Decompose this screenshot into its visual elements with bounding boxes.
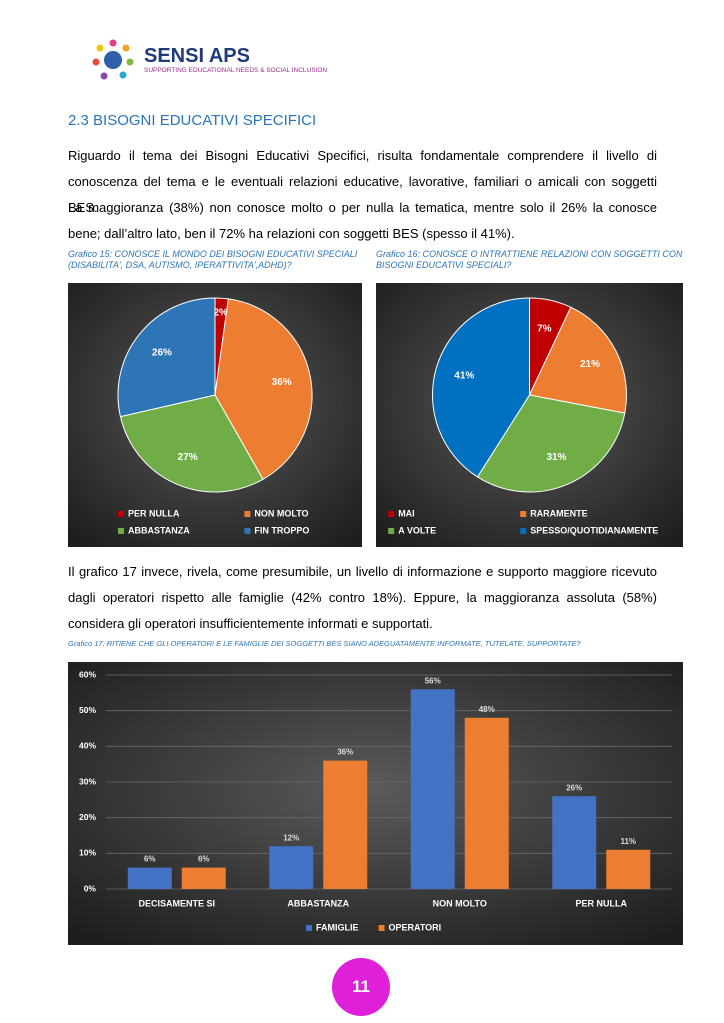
x-tick-label: ABBASTANZA [287,898,349,908]
legend-swatch [117,528,124,534]
legend-label: NON MOLTO [254,508,308,518]
bar [552,796,597,889]
chart-box: 0% 10% 20% 30% 40% 50% 60% DECISAMENTE SI 6% 6% AB… [68,662,683,945]
legend-swatch [520,528,527,534]
legend-label: FAMIGLIE [316,922,359,932]
y-tick-label: 20% [79,812,96,822]
bar [127,867,172,889]
legend-swatch [388,528,395,534]
data-label: 41% [454,371,474,382]
data-label: 48% [479,705,495,714]
data-label: 26% [566,783,582,792]
logo-dot [92,58,100,66]
y-tick-label: 30% [79,776,96,786]
chart-box: 2% 36% 27% 26% PER NULLA NON MOLTO ABBASTANZA F… [68,283,362,547]
data-label: 26% [152,347,172,358]
paragraph: Riguardo il tema dei Bisogni Educativi S… [68,148,657,215]
brand: SENSI APS [144,45,250,67]
data-label: 27% [178,452,198,463]
x-tick-label: DECISAMENTE SI [138,898,215,908]
logo-dot [122,44,130,52]
chart: 7% 21% 31% 41% MAI RARAMENTE A VOLTE SPESSO/QUO… [376,283,683,547]
logo-dot [126,58,134,66]
caption: Grafico 15: CONOSCE IL MONDO DEI BISOGNI… [68,249,358,270]
data-label: 7% [537,323,552,334]
pie-slice [432,297,530,478]
data-label: 11% [620,837,636,846]
chart: 2% 36% 27% 26% PER NULLA NON MOLTO ABBASTANZA F… [68,283,362,547]
x-tick-label: PER NULLA [576,898,628,908]
bar [181,867,226,889]
pie-slice [214,298,313,480]
caption: Grafico 17: RITIENE CHE GLI OPERATORI E … [68,639,581,648]
tagline: SUPPORTING EDUCATIONAL NEEDS & SOCIAL IN… [144,67,328,74]
x-tick-label: NON MOLTO [433,898,487,908]
data-label: 12% [283,833,299,842]
pie-slice [117,297,216,418]
paragraph: Il grafico 17 invece, rivela, come presu… [68,564,657,631]
legend-swatch [244,528,251,534]
data-label: 56% [425,676,441,685]
caption: Grafico 16: CONOSCE O INTRATTIENE RELAZI… [376,249,683,270]
legend-label: RARAMENTE [530,508,588,518]
data-label: 6% [144,855,156,864]
bar [269,846,314,889]
y-tick-label: 10% [79,848,96,858]
legend-swatch [388,511,395,517]
chart-box: 7% 21% 31% 41% MAI RARAMENTE A VOLTE SPESSO/QUO… [376,283,683,547]
legend-label: OPERATORI [389,922,442,932]
y-tick-label: 60% [79,669,96,679]
legend-label: ABBASTANZA [128,525,190,535]
legend-label: FIN TROPPO [254,525,309,535]
logo-dot [109,39,117,47]
legend-label: SPESSO/QUOTIDIANAMENTE [530,525,658,535]
data-label: 2% [213,307,228,318]
bar [606,849,651,889]
legend-swatch [378,925,385,931]
section-title: 2.3 BISOGNI EDUCATIVI SPECIFICI [68,112,317,129]
legend-swatch [244,511,251,517]
pie-slice [528,306,627,414]
data-label: 36% [337,748,353,757]
pie-slice [119,394,264,493]
logo-dot [119,71,127,79]
legend-swatch [117,511,124,517]
logo-dot [96,44,104,52]
legend-label: MAI [398,508,415,518]
data-label: 6% [198,855,210,864]
y-tick-label: 40% [79,741,96,751]
data-label: 31% [546,452,566,463]
chart: 0% 10% 20% 30% 40% 50% 60% DECISAMENTE SI 6% 6% AB… [68,662,683,945]
legend-swatch [520,511,527,517]
data-label: 21% [580,359,600,370]
page-number: 11 [332,958,390,1016]
logo-globe [104,51,122,69]
y-tick-label: 0% [84,883,97,893]
legend-label: A VOLTE [398,525,436,535]
logo-dot [100,72,108,80]
paragraph: La maggioranza (38%) non conosce molto o… [68,200,657,241]
y-tick-label: 50% [79,705,96,715]
bar [410,689,455,889]
legend-swatch [306,925,312,931]
bar [464,717,509,889]
logo [92,39,134,80]
data-label: 36% [272,377,292,388]
legend-label: PER NULLA [128,508,180,518]
bar [323,760,368,889]
